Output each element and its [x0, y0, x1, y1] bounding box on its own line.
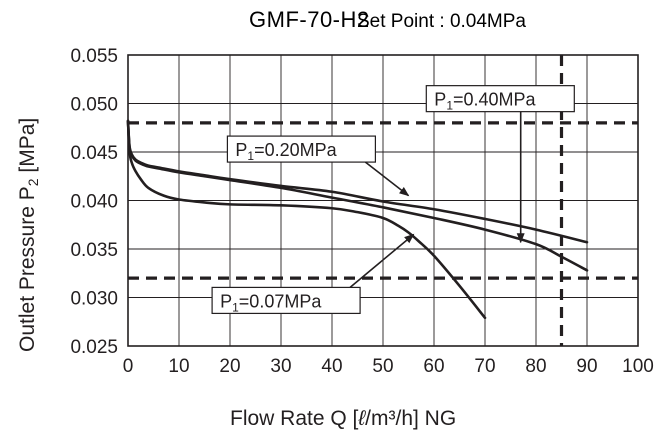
series-line-1: [126, 119, 589, 244]
series-line-2: [126, 119, 487, 320]
x-tick-label: 10: [168, 356, 189, 377]
x-tick-label: 80: [525, 356, 546, 377]
callout-arrow: [364, 161, 410, 197]
callout-label: P1=0.07MPa: [220, 291, 322, 314]
y-tick-label: 0.055: [70, 46, 118, 67]
y-tick-label: 0.025: [70, 337, 118, 358]
x-tick-label: 90: [576, 356, 597, 377]
x-tick-label: 70: [474, 356, 495, 377]
series-callout: P1=0.07MPa: [211, 233, 415, 315]
callout-label: P1=0.40MPa: [434, 90, 536, 113]
callout-box: [226, 135, 376, 163]
x-tick-label: 20: [219, 356, 240, 377]
x-axis-label: Flow Rate Q [ℓ/m³/h] NG: [230, 407, 456, 430]
series-lines: [126, 119, 589, 320]
chart-title: GMF-70-H2: [249, 7, 370, 32]
x-tick-labels: 0 10 20 30 40 50 60 70 80 90 100: [123, 356, 654, 377]
x-tick-label: 60: [423, 356, 444, 377]
x-tick-label: 30: [270, 356, 291, 377]
x-tick-label: 40: [321, 356, 342, 377]
y-axis-label: Outlet Pressure P2 [MPa]: [16, 118, 41, 352]
reference-lines: [128, 55, 638, 346]
y-tick-label: 0.045: [70, 143, 118, 164]
callout-arrow: [349, 233, 415, 289]
series-callout: P1=0.20MPa: [226, 135, 410, 197]
x-tick-label: 100: [622, 356, 654, 377]
y-tick-label: 0.035: [70, 240, 118, 261]
y-tick-labels: 0.025 0.030 0.035 0.040 0.045 0.050 0.055: [70, 46, 118, 358]
chart-subtitle: Set Point : 0.04MPa: [357, 11, 526, 32]
x-tick-label: 0: [123, 356, 134, 377]
series-callout: P1=0.40MPa: [425, 85, 575, 244]
x-tick-label: 50: [372, 356, 393, 377]
y-tick-label: 0.030: [70, 289, 118, 310]
y-tick-label: 0.050: [70, 95, 118, 116]
callout-label: P1=0.20MPa: [235, 140, 337, 163]
series-callouts: P1=0.40MPa P1=0.20MPa P1=0.07MPa: [211, 85, 575, 315]
plot-frame: [127, 54, 639, 347]
y-tick-label: 0.040: [70, 192, 118, 213]
callout-box: [425, 85, 575, 113]
callout-box: [211, 286, 361, 315]
